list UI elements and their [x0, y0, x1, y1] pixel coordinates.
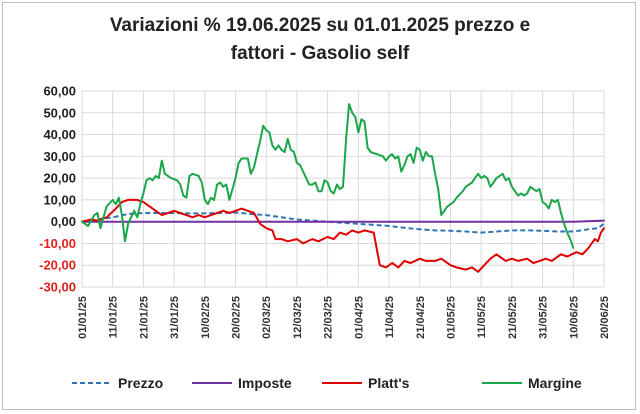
y-tick-label: -10,00 [39, 236, 76, 251]
x-tick-label: 11/05/25 [476, 296, 488, 338]
series-line-prezzo [81, 211, 605, 234]
y-tick-label: 50,00 [43, 105, 76, 120]
y-tick-label: -30,00 [39, 280, 76, 295]
x-tick-label: 21/01/25 [138, 296, 150, 339]
legend-label: Margine [528, 375, 582, 391]
series-line-platts [81, 198, 605, 273]
y-tick-label: 60,00 [43, 84, 76, 99]
y-tick-label: 20,00 [43, 171, 76, 186]
x-tick-label: 11/01/25 [108, 296, 120, 338]
series-line-imposte [81, 219, 605, 223]
series-line-margine [81, 103, 575, 249]
chart-title: Variazioni % 19.06.2025 su 01.01.2025 pr… [0, 12, 640, 68]
chart-title-line1: Variazioni % 19.06.2025 su 01.01.2025 pr… [109, 15, 531, 36]
x-tick-label: 31/01/25 [169, 296, 181, 339]
legend-label: Prezzo [118, 375, 163, 391]
chart-title-line2: fattori - Gasolio self [230, 43, 410, 64]
x-tick-label: 01/04/25 [353, 296, 365, 339]
x-tick-label: 21/04/25 [415, 296, 427, 339]
x-tick-label: 20/06/25 [599, 296, 611, 339]
x-tick-label: 21/05/25 [507, 296, 519, 339]
y-tick-label: 10,00 [43, 192, 76, 207]
x-tick-label: 10/02/25 [200, 296, 212, 339]
x-tick-label: 22/03/25 [323, 296, 335, 339]
legend-label: Platt's [368, 375, 410, 391]
legend-label: Imposte [238, 375, 292, 391]
x-tick-label: 01/05/25 [445, 296, 457, 339]
x-tick-label: 11/04/25 [384, 296, 396, 338]
x-tick-label: 12/03/25 [292, 296, 304, 339]
y-tick-label: 30,00 [43, 149, 76, 164]
x-tick-label: 02/03/25 [261, 296, 273, 339]
x-tick-label: 20/02/25 [231, 296, 243, 339]
y-tick-label: 0,00 [51, 214, 76, 229]
x-tick-label: 10/06/25 [568, 296, 580, 339]
y-tick-label: -20,00 [39, 258, 76, 273]
y-tick-label: 40,00 [43, 127, 76, 142]
x-tick-label: 01/01/25 [77, 296, 89, 339]
x-tick-label: 31/05/25 [538, 296, 550, 339]
